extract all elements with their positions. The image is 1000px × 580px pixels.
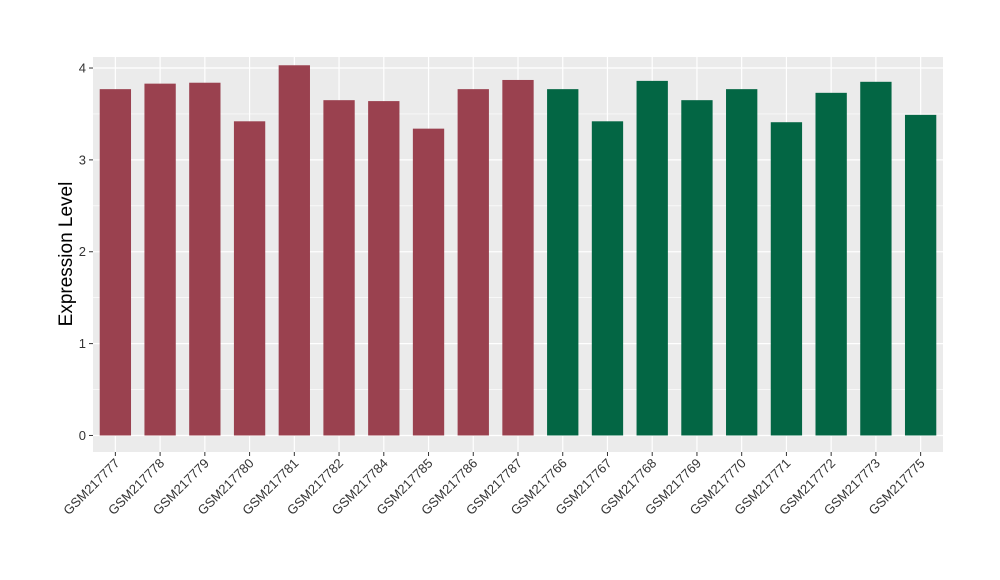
bar-GSM217773	[860, 81, 892, 436]
bar-GSM217767	[591, 121, 624, 436]
bar-GSM217787	[502, 79, 534, 436]
bar-GSM217782	[323, 100, 355, 436]
y-axis: 0 1 2 3 4	[79, 61, 93, 443]
bar-GSM217779	[189, 82, 221, 436]
bar-GSM217770	[726, 89, 758, 436]
y-tick-label: 2	[79, 244, 86, 259]
bar-GSM217769	[681, 100, 713, 436]
y-tick-label: 3	[79, 152, 86, 167]
y-tick-label: 0	[79, 428, 86, 443]
bar-GSM217771	[770, 122, 803, 436]
y-axis-title: Expression Level	[56, 182, 77, 327]
y-tick-label: 1	[79, 336, 86, 351]
bar-GSM217778	[144, 83, 176, 436]
bar-GSM217786	[457, 89, 489, 436]
bar-GSM217780	[233, 121, 266, 436]
bars	[99, 65, 937, 436]
bar-GSM217775	[904, 114, 937, 436]
bar-GSM217772	[815, 92, 847, 436]
x-axis: GSM217777GSM217778GSM217779GSM217780GSM2…	[60, 452, 928, 518]
y-tick-label: 4	[79, 61, 86, 76]
bar-GSM217766	[547, 89, 579, 436]
bar-GSM217768	[636, 80, 668, 436]
bar-GSM217781	[278, 65, 310, 436]
bar-GSM217784	[368, 101, 400, 436]
bar-GSM217785	[412, 128, 445, 436]
bar-GSM217777	[99, 89, 132, 436]
